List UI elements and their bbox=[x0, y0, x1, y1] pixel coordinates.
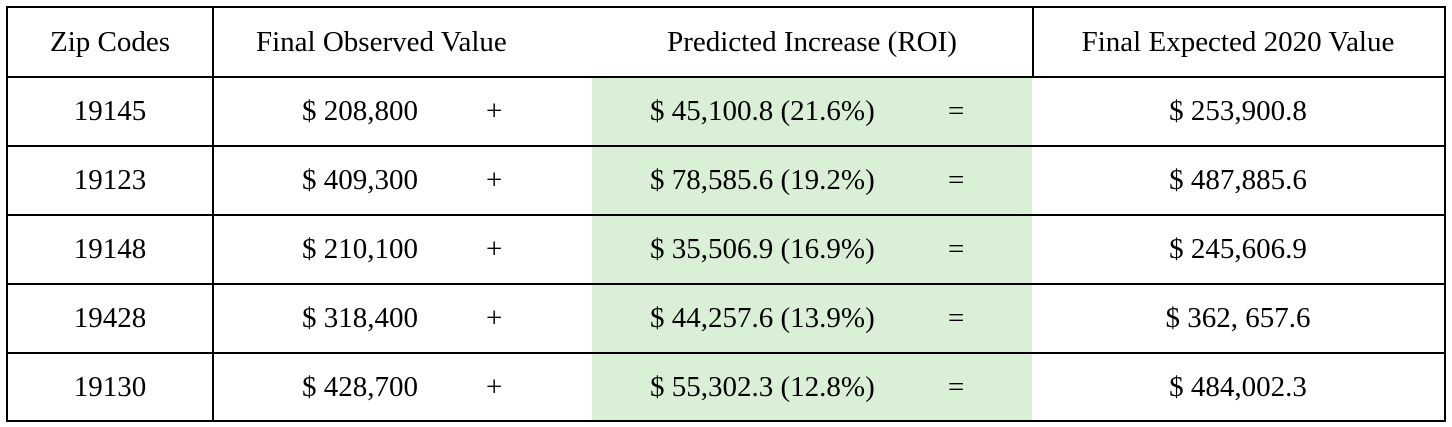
header-predicted-increase: Predicted Increase (ROI) bbox=[667, 25, 957, 58]
table-row: 19130 $ 428,700 + $ 55,302.3 (12.8%) = $… bbox=[8, 352, 1444, 420]
equals-sign: = bbox=[948, 95, 965, 127]
observed-value-cell: $ 208,800 + bbox=[214, 78, 592, 145]
observed-value: $ 428,700 bbox=[302, 370, 418, 403]
roi-value: $ 35,506.9 (16.9%) bbox=[650, 233, 875, 265]
header-zip-codes: Zip Codes bbox=[49, 25, 171, 58]
roi-value: $ 45,100.8 (21.6%) bbox=[650, 95, 875, 127]
roi-value: $ 55,302.3 (12.8%) bbox=[650, 370, 875, 403]
observed-value-cell: $ 318,400 + bbox=[214, 285, 592, 352]
expected-value-cell: $ 253,900.8 bbox=[1169, 95, 1307, 127]
column-divider bbox=[212, 8, 214, 420]
plus-sign: + bbox=[486, 95, 503, 127]
table-row: 19428 $ 318,400 + $ 44,257.6 (13.9%) = $… bbox=[8, 283, 1444, 352]
zip-code-cell: 19145 bbox=[73, 95, 147, 127]
table-header-row: Zip Codes Final Observed Value Predicted… bbox=[8, 8, 1444, 76]
table-row: 19145 $ 208,800 + $ 45,100.8 (21.6%) = $… bbox=[8, 76, 1444, 145]
roi-cell: $ 45,100.8 (21.6%) = bbox=[592, 78, 1032, 145]
table-row: 19123 $ 409,300 + $ 78,585.6 (19.2%) = $… bbox=[8, 145, 1444, 214]
equals-sign: = bbox=[948, 370, 965, 403]
roi-table: Zip Codes Final Observed Value Predicted… bbox=[6, 6, 1446, 422]
observed-value: $ 409,300 bbox=[302, 164, 418, 196]
equals-sign: = bbox=[948, 164, 965, 196]
roi-cell: $ 55,302.3 (12.8%) = bbox=[592, 354, 1032, 420]
plus-sign: + bbox=[486, 164, 503, 196]
header-final-expected-value: Final Expected 2020 Value bbox=[1081, 25, 1395, 58]
zip-code-cell: 19123 bbox=[73, 164, 147, 196]
observed-value: $ 318,400 bbox=[302, 302, 418, 334]
roi-value: $ 78,585.6 (19.2%) bbox=[650, 164, 875, 196]
roi-cell: $ 44,257.6 (13.9%) = bbox=[592, 285, 1032, 352]
roi-cell: $ 78,585.6 (19.2%) = bbox=[592, 147, 1032, 214]
equals-sign: = bbox=[948, 302, 965, 334]
roi-value: $ 44,257.6 (13.9%) bbox=[650, 302, 875, 334]
expected-value-cell: $ 245,606.9 bbox=[1169, 233, 1307, 265]
plus-sign: + bbox=[486, 370, 503, 403]
roi-column-highlight bbox=[592, 78, 1032, 420]
table-row: 19148 $ 210,100 + $ 35,506.9 (16.9%) = $… bbox=[8, 214, 1444, 283]
observed-value-cell: $ 428,700 + bbox=[214, 354, 592, 420]
header-final-observed-value: Final Observed Value bbox=[256, 25, 507, 58]
equals-sign: = bbox=[948, 233, 965, 265]
zip-code-cell: 19130 bbox=[73, 370, 147, 403]
observed-value: $ 208,800 bbox=[302, 95, 418, 127]
column-divider bbox=[1032, 8, 1034, 76]
zip-code-cell: 19148 bbox=[73, 233, 147, 265]
expected-value-cell: $ 487,885.6 bbox=[1169, 164, 1307, 196]
observed-value-cell: $ 409,300 + bbox=[214, 147, 592, 214]
expected-value-cell: $ 484,002.3 bbox=[1169, 370, 1307, 403]
roi-cell: $ 35,506.9 (16.9%) = bbox=[592, 216, 1032, 283]
plus-sign: + bbox=[486, 302, 503, 334]
zip-code-cell: 19428 bbox=[73, 302, 147, 334]
expected-value-cell: $ 362, 657.6 bbox=[1165, 302, 1311, 334]
plus-sign: + bbox=[486, 233, 503, 265]
observed-value-cell: $ 210,100 + bbox=[214, 216, 592, 283]
observed-value: $ 210,100 bbox=[302, 233, 418, 265]
